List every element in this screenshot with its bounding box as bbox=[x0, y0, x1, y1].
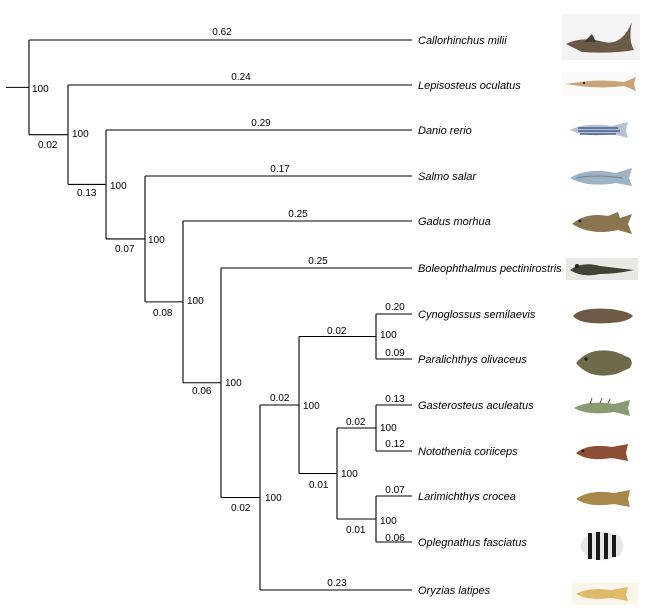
bootstrap-support: 100 bbox=[187, 296, 204, 307]
bootstrap-support: 100 bbox=[110, 181, 127, 192]
taxon-label: Salmo salar bbox=[418, 171, 477, 183]
zebrafish-icon bbox=[570, 122, 628, 138]
branch-length-label: 0.02 bbox=[38, 140, 58, 151]
mudskipper-icon bbox=[566, 258, 638, 280]
bootstrap-support: 100 bbox=[380, 330, 397, 341]
cod-icon bbox=[572, 212, 632, 234]
bootstrap-support: 100 bbox=[72, 129, 89, 140]
branch-length-label: 0.25 bbox=[308, 256, 328, 267]
bootstrap-support: 100 bbox=[380, 423, 397, 434]
taxon-label: Cynoglossus semilaevis bbox=[418, 309, 536, 321]
branch-length-label: 0.02 bbox=[270, 393, 290, 404]
taxon-label: Oryzias latipes bbox=[418, 585, 491, 597]
branch-length-label: 0.02 bbox=[346, 417, 366, 428]
tree-branches bbox=[6, 39, 412, 591]
taxon-label: Notothenia coriiceps bbox=[418, 446, 518, 458]
bootstrap-support: 100 bbox=[303, 401, 320, 412]
branch-length-label: 0.06 bbox=[385, 533, 405, 544]
branch-length-label: 0.13 bbox=[385, 394, 405, 405]
taxon-label: Lepisosteus oculatus bbox=[418, 80, 521, 92]
taxon-label: Boleophthalmus pectinirostris bbox=[418, 263, 562, 275]
branch-length-label: 0.12 bbox=[385, 439, 405, 450]
branch-length-label: 0.07 bbox=[385, 485, 405, 496]
croaker-icon bbox=[576, 490, 630, 507]
gar-icon bbox=[562, 72, 640, 96]
bootstrap-support: 100 bbox=[225, 378, 242, 389]
notothen-icon bbox=[576, 444, 628, 461]
branch-length-label: 0.29 bbox=[251, 118, 271, 129]
bootstrap-support: 100 bbox=[380, 516, 397, 527]
stickleback-icon bbox=[574, 397, 630, 416]
taxon-label: Larimichthys crocea bbox=[418, 491, 516, 503]
branch-length-label: 0.23 bbox=[327, 578, 347, 589]
taxon-label: Paralichthys olivaceus bbox=[418, 354, 527, 366]
branch-length-label: 0.07 bbox=[115, 244, 135, 255]
branch-length-label: 0.08 bbox=[153, 308, 173, 319]
branch-length-label: 0.62 bbox=[212, 27, 232, 38]
branch-length-label: 0.01 bbox=[346, 525, 366, 536]
branch-length-label: 0.09 bbox=[385, 348, 405, 359]
taxon-label: Oplegnathus fasciatus bbox=[418, 537, 527, 549]
chimaera-shark-icon bbox=[562, 14, 640, 60]
branch-length-label: 0.02 bbox=[231, 503, 251, 514]
flounder-icon bbox=[576, 350, 632, 376]
knifejaw-icon bbox=[580, 531, 624, 561]
branch-length-label: 0.20 bbox=[385, 302, 405, 313]
branch-length-label: 0.02 bbox=[327, 326, 347, 337]
medaka-icon bbox=[572, 583, 638, 605]
taxon-label: Gadus morhua bbox=[418, 216, 491, 228]
taxon-label: Callorhinchus milii bbox=[418, 35, 507, 47]
bootstrap-support: 100 bbox=[32, 84, 49, 95]
tongue-sole-icon bbox=[573, 308, 633, 324]
taxon-label: Danio rerio bbox=[418, 125, 472, 137]
branch-length-label: 0.25 bbox=[288, 209, 308, 220]
branch-length-label: 0.17 bbox=[270, 164, 290, 175]
branch-length-label: 0.06 bbox=[192, 386, 212, 397]
branch-length-label: 0.24 bbox=[231, 72, 251, 83]
salmon-icon bbox=[570, 168, 632, 186]
branch-length-label: 0.13 bbox=[77, 188, 97, 199]
bootstrap-support: 100 bbox=[148, 235, 165, 246]
bootstrap-support: 100 bbox=[265, 493, 282, 504]
taxon-label: Gasterosteus aculeatus bbox=[418, 400, 534, 412]
branch-length-label: 0.01 bbox=[309, 480, 329, 491]
bootstrap-support: 100 bbox=[341, 469, 358, 480]
